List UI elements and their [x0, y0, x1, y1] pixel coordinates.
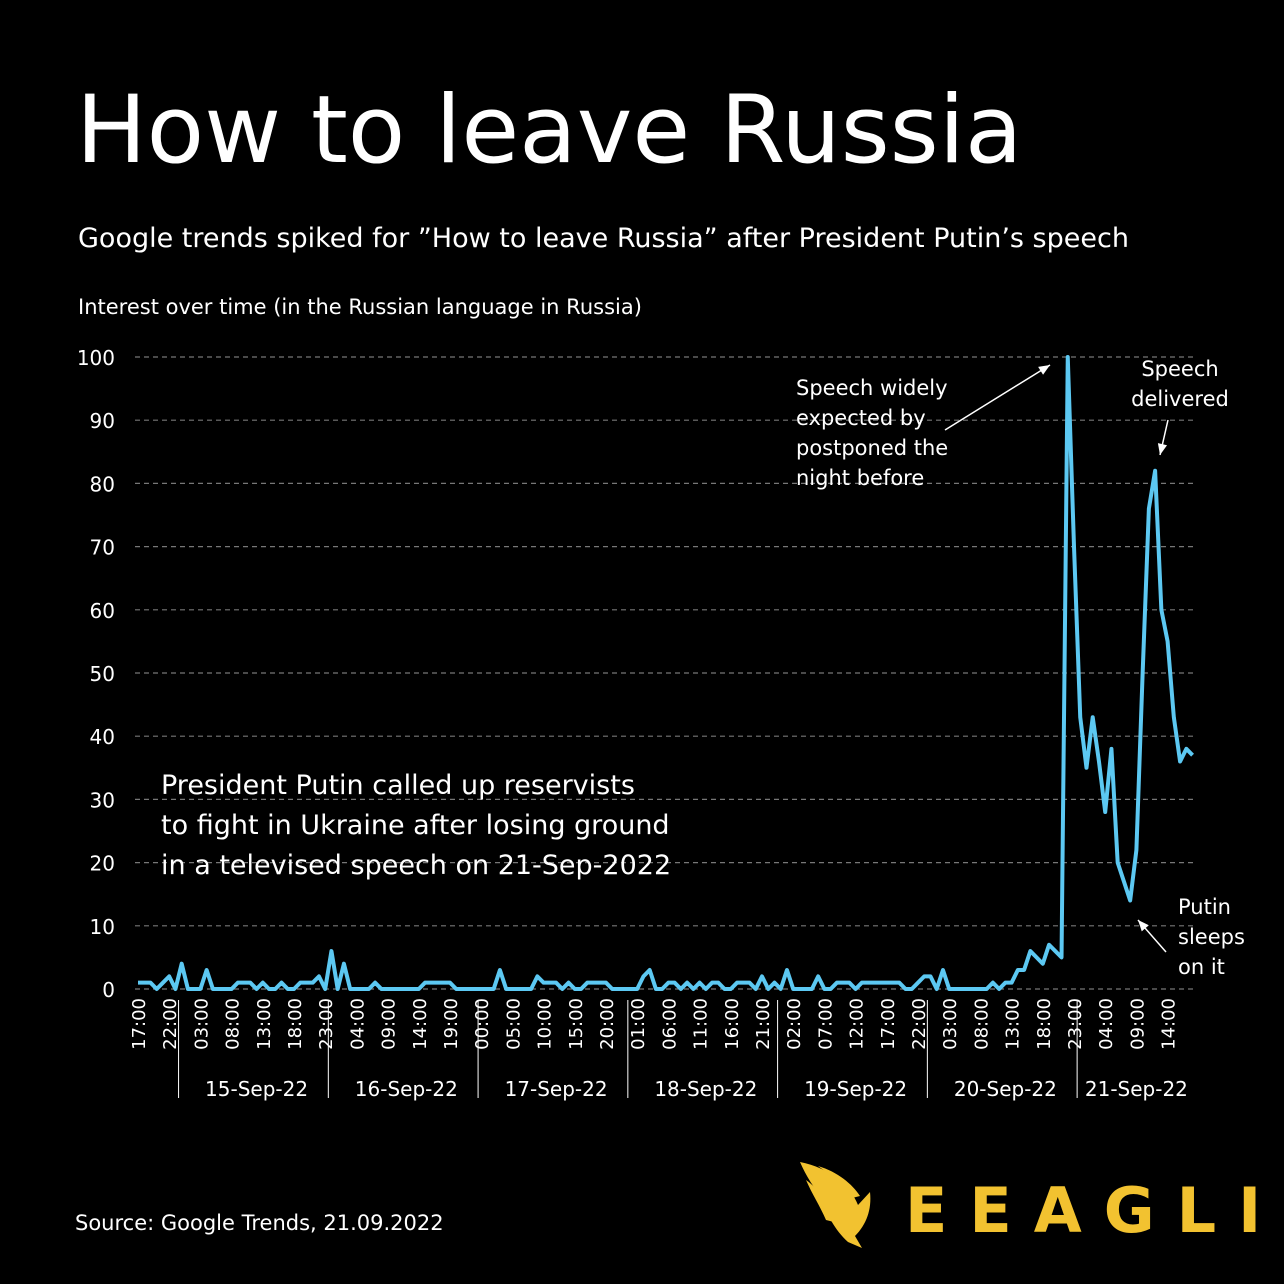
- annotation-arrow: [944, 364, 1051, 431]
- x-tick-label: 03:00: [191, 998, 212, 1050]
- y-tick-label: 100: [77, 346, 115, 370]
- y-axis-label: Interest over time (in the Russian langu…: [78, 295, 642, 319]
- arrow-head: [1038, 365, 1050, 375]
- x-tick-label: 09:00: [379, 998, 400, 1050]
- arrow-head: [1138, 920, 1149, 932]
- chart-subtitle: Google trends spiked for ”How to leave R…: [78, 223, 1129, 254]
- annotation: Speech widely: [796, 376, 948, 400]
- arrow-head: [1157, 443, 1168, 455]
- y-tick-label: 80: [90, 472, 115, 496]
- x-tick-label: 22:00: [160, 998, 181, 1050]
- x-tick-label: 15:00: [566, 998, 587, 1050]
- x-tick-label: 09:00: [1127, 998, 1148, 1050]
- y-tick-label: 60: [90, 599, 115, 623]
- annotation: in a televised speech on 21-Sep-2022: [161, 850, 671, 881]
- x-tick-label: 14:00: [1159, 998, 1180, 1050]
- annotation: to fight in Ukraine after losing ground: [161, 810, 670, 841]
- x-tick-label: 23:00: [1065, 998, 1086, 1050]
- chart-title: How to leave Russia: [76, 76, 1022, 185]
- y-tick-label: 0: [102, 978, 115, 1002]
- annotation: Speech: [1141, 357, 1218, 381]
- y-tick-label: 30: [90, 788, 115, 812]
- y-tick-label: 40: [90, 725, 115, 749]
- annotation: on it: [1178, 955, 1225, 979]
- x-tick-label: 21:00: [753, 998, 774, 1050]
- x-tick-label: 11:00: [691, 998, 712, 1050]
- x-tick-label: 16:00: [722, 998, 743, 1050]
- y-tick-label: 20: [90, 852, 115, 876]
- x-tick-label: 07:00: [815, 998, 836, 1050]
- x-tick-label: 13:00: [254, 998, 275, 1050]
- day-label: 20-Sep-22: [954, 1077, 1057, 1101]
- x-tick-label: 00:00: [472, 998, 493, 1050]
- x-tick-label: 18:00: [1034, 998, 1055, 1050]
- annotation: Putin: [1178, 895, 1231, 919]
- x-tick-label: 05:00: [503, 998, 524, 1050]
- y-tick-label: 90: [90, 409, 115, 433]
- x-tick-label: 13:00: [1003, 998, 1024, 1050]
- x-tick-label: 08:00: [971, 998, 992, 1050]
- day-label: 21-Sep-22: [1085, 1077, 1188, 1101]
- day-label: 16-Sep-22: [355, 1077, 458, 1101]
- day-label: 19-Sep-22: [804, 1077, 907, 1101]
- data-line: [138, 355, 1194, 991]
- annotation: postponed the: [796, 436, 948, 460]
- x-tick-label: 20:00: [597, 998, 618, 1050]
- annotation: sleeps: [1178, 925, 1245, 949]
- day-label: 17-Sep-22: [505, 1077, 608, 1101]
- day-label: 18-Sep-22: [654, 1077, 757, 1101]
- x-tick-label: 10:00: [535, 998, 556, 1050]
- x-tick-label: 04:00: [1096, 998, 1117, 1050]
- x-tick-label: 23:00: [316, 998, 337, 1050]
- annotation: night before: [796, 466, 924, 490]
- x-tick-label: 18:00: [285, 998, 306, 1050]
- annotation: delivered: [1131, 387, 1229, 411]
- x-tick-label: 03:00: [940, 998, 961, 1050]
- y-tick-label: 50: [90, 662, 115, 686]
- logo-icon: [800, 1162, 871, 1248]
- annotation: President Putin called up reservists: [161, 770, 635, 801]
- annotation: expected by: [796, 406, 926, 430]
- x-tick-label: 19:00: [441, 998, 462, 1050]
- x-tick-label: 01:00: [628, 998, 649, 1050]
- x-tick-label: 02:00: [784, 998, 805, 1050]
- x-tick-label: 12:00: [847, 998, 868, 1050]
- x-tick-label: 17:00: [129, 998, 150, 1050]
- y-tick-label: 10: [90, 915, 115, 939]
- x-tick-label: 17:00: [878, 998, 899, 1050]
- y-tick-label: 70: [90, 536, 115, 560]
- source: Source: Google Trends, 21.09.2022: [75, 1211, 444, 1235]
- x-tick-label: 08:00: [223, 998, 244, 1050]
- brand: EEAGLI: [905, 1174, 1283, 1247]
- x-tick-label: 04:00: [347, 998, 368, 1050]
- day-label: 15-Sep-22: [205, 1077, 308, 1101]
- x-tick-label: 22:00: [909, 998, 930, 1050]
- x-tick-label: 14:00: [410, 998, 431, 1050]
- x-tick-label: 06:00: [659, 998, 680, 1050]
